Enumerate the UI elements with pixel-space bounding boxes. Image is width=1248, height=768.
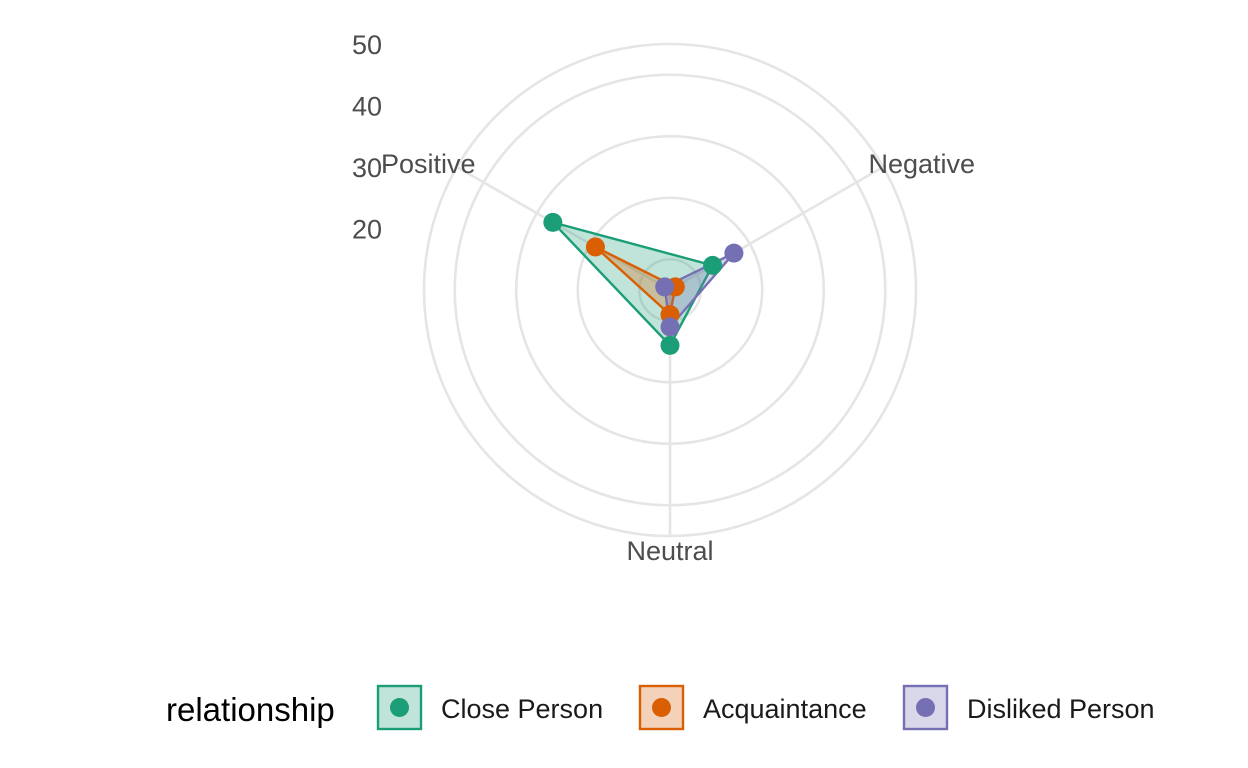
legend-dot-disliked-person bbox=[916, 698, 935, 717]
legend-label-disliked-person: Disliked Person bbox=[967, 694, 1155, 724]
polygon-acquaintance bbox=[594, 245, 677, 316]
point-disliked-person-neutral bbox=[660, 317, 680, 337]
axis-label-negative: Negative bbox=[869, 149, 976, 179]
radial-tick-30: 30 bbox=[352, 153, 382, 183]
axis-label-neutral: Neutral bbox=[626, 536, 713, 566]
legend-label-acquaintance: Acquaintance bbox=[703, 694, 867, 724]
legend: relationship Close Person Acquaintance Dis… bbox=[166, 684, 1155, 731]
axis-labels: Positive Negative Neutral bbox=[381, 149, 975, 566]
point-close-person-negative bbox=[703, 255, 723, 275]
spoke-positive bbox=[456, 165, 671, 292]
radial-tick-labels: 20 30 40 50 bbox=[352, 30, 382, 245]
point-close-person-neutral bbox=[660, 335, 680, 355]
radial-tick-40: 40 bbox=[352, 91, 382, 121]
point-close-person-positive bbox=[543, 212, 563, 232]
point-disliked-person-negative bbox=[724, 243, 744, 263]
axis-label-positive: Positive bbox=[381, 149, 476, 179]
legend-title: relationship bbox=[166, 691, 335, 728]
radial-tick-50: 50 bbox=[352, 30, 382, 60]
series-polygons bbox=[551, 221, 736, 347]
radial-tick-20: 20 bbox=[352, 214, 382, 244]
series-points bbox=[543, 212, 744, 355]
legend-dot-close-person bbox=[390, 698, 409, 717]
point-disliked-person-positive bbox=[655, 277, 675, 297]
legend-label-close-person: Close Person bbox=[441, 694, 603, 724]
legend-dot-acquaintance bbox=[652, 698, 671, 717]
point-acquaintance-positive bbox=[585, 237, 605, 257]
